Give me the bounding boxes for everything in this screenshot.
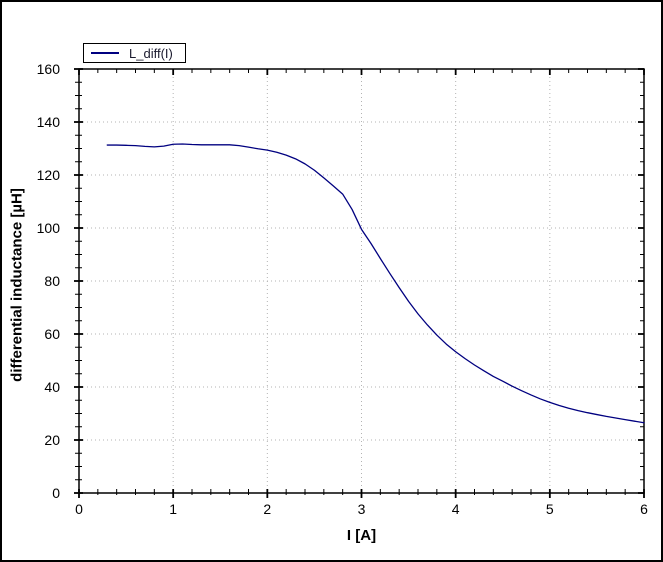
y-tick-label: 100 <box>37 220 61 236</box>
legend-label: L_diff(I) <box>129 45 173 61</box>
x-tick-label: 2 <box>263 501 271 517</box>
y-tick-label: 120 <box>37 167 61 183</box>
y-tick-label: 60 <box>44 326 60 342</box>
x-tick-label: 5 <box>546 501 554 517</box>
legend: L_diff(I) <box>83 43 186 63</box>
x-tick-label: 1 <box>169 501 177 517</box>
x-tick-label: 4 <box>452 501 460 517</box>
x-tick-label: 6 <box>640 501 648 517</box>
y-axis-title: differential inductance [µH] <box>8 188 26 382</box>
curve-L_diff(I) <box>106 143 645 424</box>
y-tick-label: 140 <box>37 114 61 130</box>
x-axis-title: I [A] <box>346 527 377 544</box>
y-tick-label: 160 <box>37 61 61 77</box>
y-tick-label: 80 <box>44 273 60 289</box>
x-tick-label: 0 <box>75 501 83 517</box>
y-tick-label: 20 <box>44 432 60 448</box>
legend-line-sample <box>91 52 119 54</box>
y-tick-label: 40 <box>44 379 60 395</box>
x-tick-label: 3 <box>358 501 366 517</box>
y-tick-label: 0 <box>52 485 60 501</box>
